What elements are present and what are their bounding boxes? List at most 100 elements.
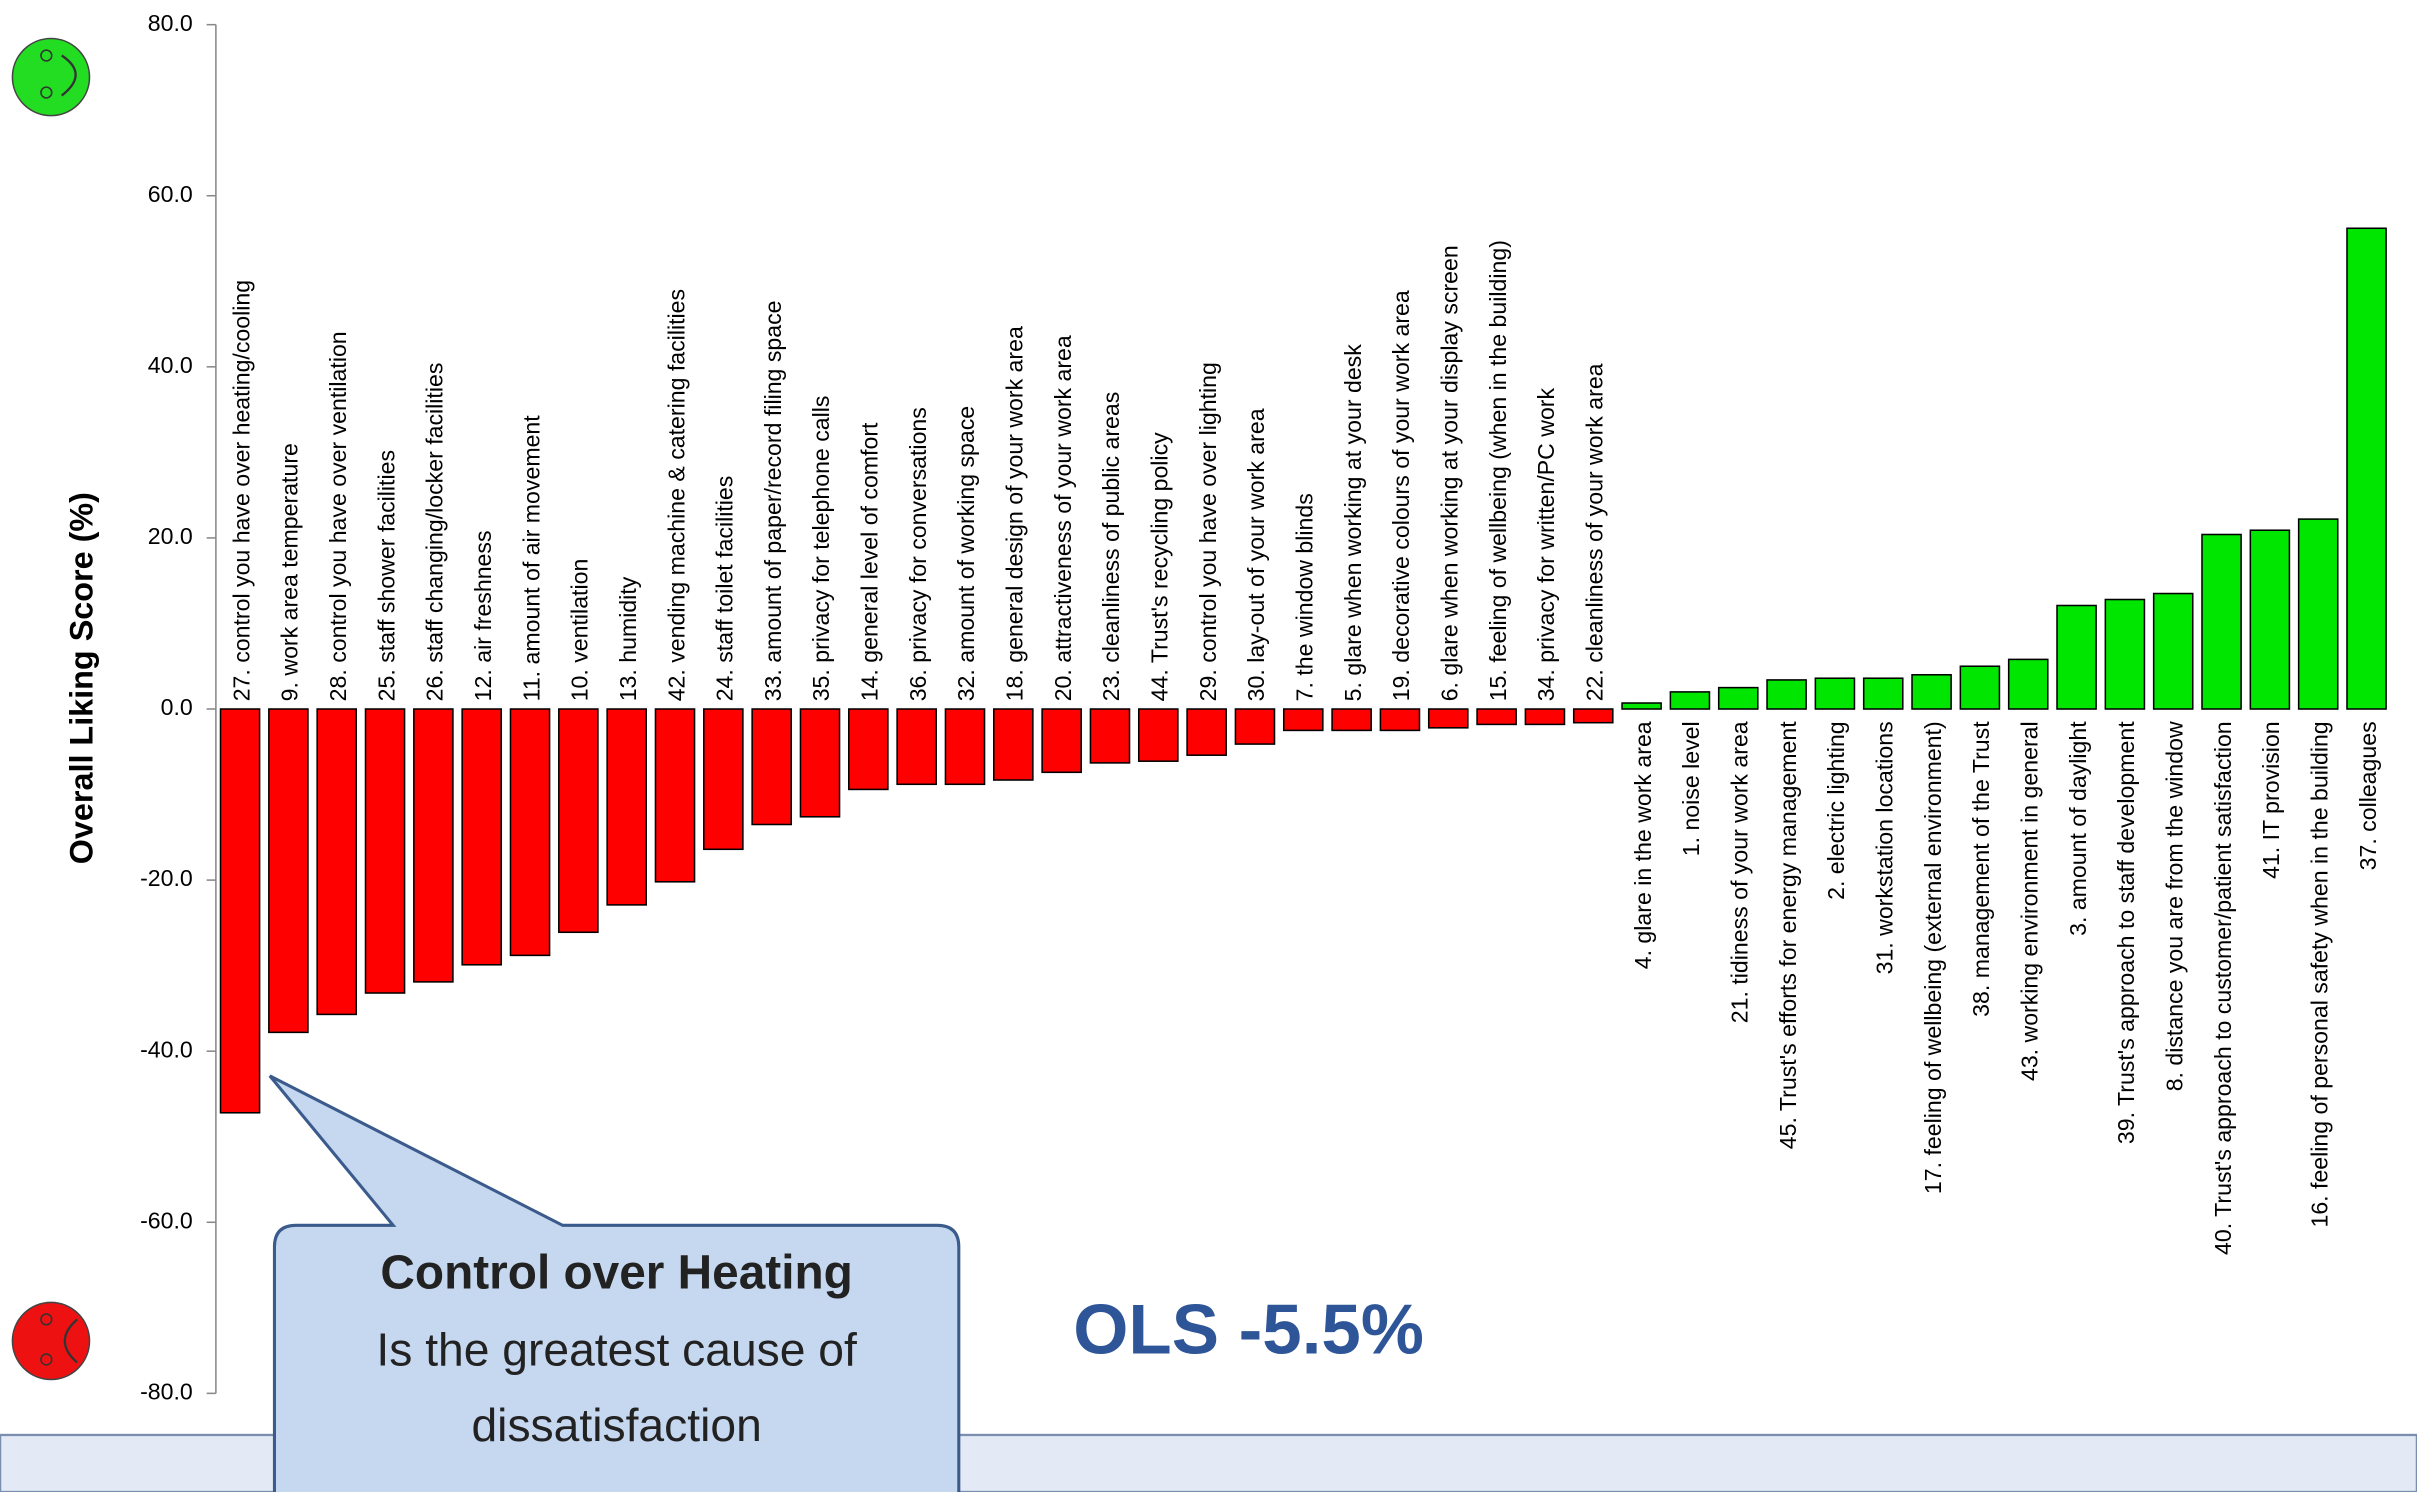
bar [1862, 677, 1904, 710]
bar [2056, 604, 2097, 710]
bar [751, 708, 792, 826]
x-tick-label: 8. distance you are from the window [2161, 721, 2187, 1091]
y-tick-label: -20.0 [140, 865, 193, 891]
bar [219, 708, 261, 1114]
x-tick-label: 18. general design of your work area [1002, 326, 1028, 701]
x-tick-label: 27. control you have over heating/coolin… [228, 280, 254, 701]
bar [2152, 592, 2194, 710]
y-tick-label: -60.0 [140, 1207, 193, 1233]
y-tick-label: -40.0 [140, 1036, 193, 1062]
x-tick-label: 22. cleanliness of your work area [1582, 363, 1608, 701]
x-tick-label: 3. amount of daylight [2065, 721, 2091, 936]
x-tick-label: 4. glare in the work area [1630, 721, 1656, 969]
x-tick-label: 1. noise level [1678, 721, 1704, 856]
bar [1572, 708, 1614, 724]
x-tick-label: 10. ventilation [567, 559, 593, 702]
x-tick-label: 43. working environment in general [2016, 721, 2042, 1081]
x-tick-label: 36. privacy for conversations [905, 407, 931, 701]
x-tick-label: 14. general level of comfort [857, 422, 883, 701]
bar [558, 708, 599, 934]
callout-line: Is the greatest cause of [376, 1324, 857, 1376]
bar [1331, 708, 1372, 732]
bar [1621, 702, 1662, 710]
y-tick-label: 0.0 [161, 694, 193, 720]
bar [993, 708, 1034, 781]
bar [1234, 708, 1276, 745]
bar [1959, 665, 2001, 710]
x-tick-label: 39. Trust's approach to staff developmen… [2113, 721, 2139, 1144]
bar [703, 708, 744, 851]
x-tick-label: 28. control you have over ventilation [325, 331, 351, 701]
bar [1379, 708, 1421, 732]
callout-title: Control over Heating [380, 1247, 852, 1300]
bar [2249, 529, 2291, 710]
bar [1524, 708, 1566, 726]
y-tick-label: -80.0 [140, 1378, 193, 1404]
bar [1476, 708, 1517, 726]
bar [2201, 533, 2242, 710]
bar [316, 708, 358, 1016]
y-tick-label: 40.0 [148, 352, 193, 378]
x-tick-label: 32. amount of working space [953, 406, 979, 701]
bar [1137, 708, 1179, 762]
x-tick-label: 25. staff shower facilities [373, 450, 399, 701]
callout-line: dissatisfaction [471, 1399, 761, 1451]
x-tick-label: 30. lay-out of your work area [1243, 408, 1269, 701]
bar [1766, 679, 1807, 710]
bar [606, 708, 647, 906]
x-tick-label: 15. feeling of wellbeing (when in the bu… [1485, 240, 1511, 701]
x-tick-label: 6. glare when working at your display sc… [1437, 245, 1463, 701]
bar [1282, 708, 1324, 732]
bar [509, 708, 551, 957]
bar [2297, 518, 2339, 710]
x-tick-label: 34. privacy for written/PC work [1533, 388, 1559, 702]
x-tick-label: 29. control you have over lighting [1195, 362, 1221, 701]
x-tick-label: 33. amount of paper/record filing space [760, 300, 786, 701]
bar [2104, 598, 2146, 710]
bar [799, 708, 841, 818]
bar [1814, 677, 1856, 710]
x-tick-label: 37. colleagues [2355, 721, 2381, 870]
bar [896, 708, 937, 786]
x-tick-label: 17. feeling of wellbeing (external envir… [1920, 721, 1946, 1194]
bar [364, 708, 406, 994]
x-tick-label: 35. privacy for telephone calls [808, 396, 834, 702]
bar [2007, 658, 2049, 710]
sad-face [11, 1301, 91, 1381]
x-tick-label: 11. amount of air movement [518, 415, 544, 702]
x-tick-label: 16. feeling of personal safety when in t… [2306, 721, 2332, 1227]
bar [1669, 691, 1711, 710]
bar [413, 708, 454, 983]
x-tick-label: 7. the window blinds [1292, 493, 1318, 701]
x-tick-label: 9. work area temperature [277, 443, 303, 701]
y-axis-label: Overall Liking Score (%) [64, 492, 100, 864]
x-tick-label: 23. cleanliness of public areas [1098, 392, 1124, 702]
x-tick-label: 45. Trust's efforts for energy managemen… [1775, 721, 1801, 1149]
bar [1427, 708, 1469, 729]
bar [1717, 686, 1759, 710]
x-tick-label: 12. air freshness [470, 530, 496, 701]
x-tick-label: 21. tidiness of your work area [1727, 721, 1753, 1023]
note: OLS -5.5% [1073, 1290, 1424, 1369]
bar [1911, 674, 1952, 710]
y-tick-label: 60.0 [148, 181, 193, 207]
bar [654, 708, 696, 883]
bar [1041, 708, 1082, 774]
x-tick-label: 42. vending machine & catering facilitie… [663, 289, 689, 701]
x-tick-label: 41. IT provision [2258, 721, 2284, 879]
y-tick-label: 20.0 [148, 523, 193, 549]
bar [461, 708, 503, 966]
x-tick-label: 13. humidity [615, 576, 641, 701]
happy-face [11, 37, 91, 117]
x-tick-label: 31. workstation locations [1871, 721, 1897, 974]
x-tick-label: 5. glare when working at your desk [1340, 344, 1366, 702]
x-tick-label: 26. staff changing/locker facilities [422, 363, 448, 702]
bar [944, 708, 986, 786]
x-tick-label: 38. management of the Trust [1968, 721, 1994, 1017]
bar [2346, 227, 2387, 710]
callout-box [268, 1074, 961, 1492]
bar [268, 708, 309, 1034]
bar [1186, 708, 1227, 756]
x-tick-label: 44. Trust's recycling policy [1147, 432, 1173, 701]
